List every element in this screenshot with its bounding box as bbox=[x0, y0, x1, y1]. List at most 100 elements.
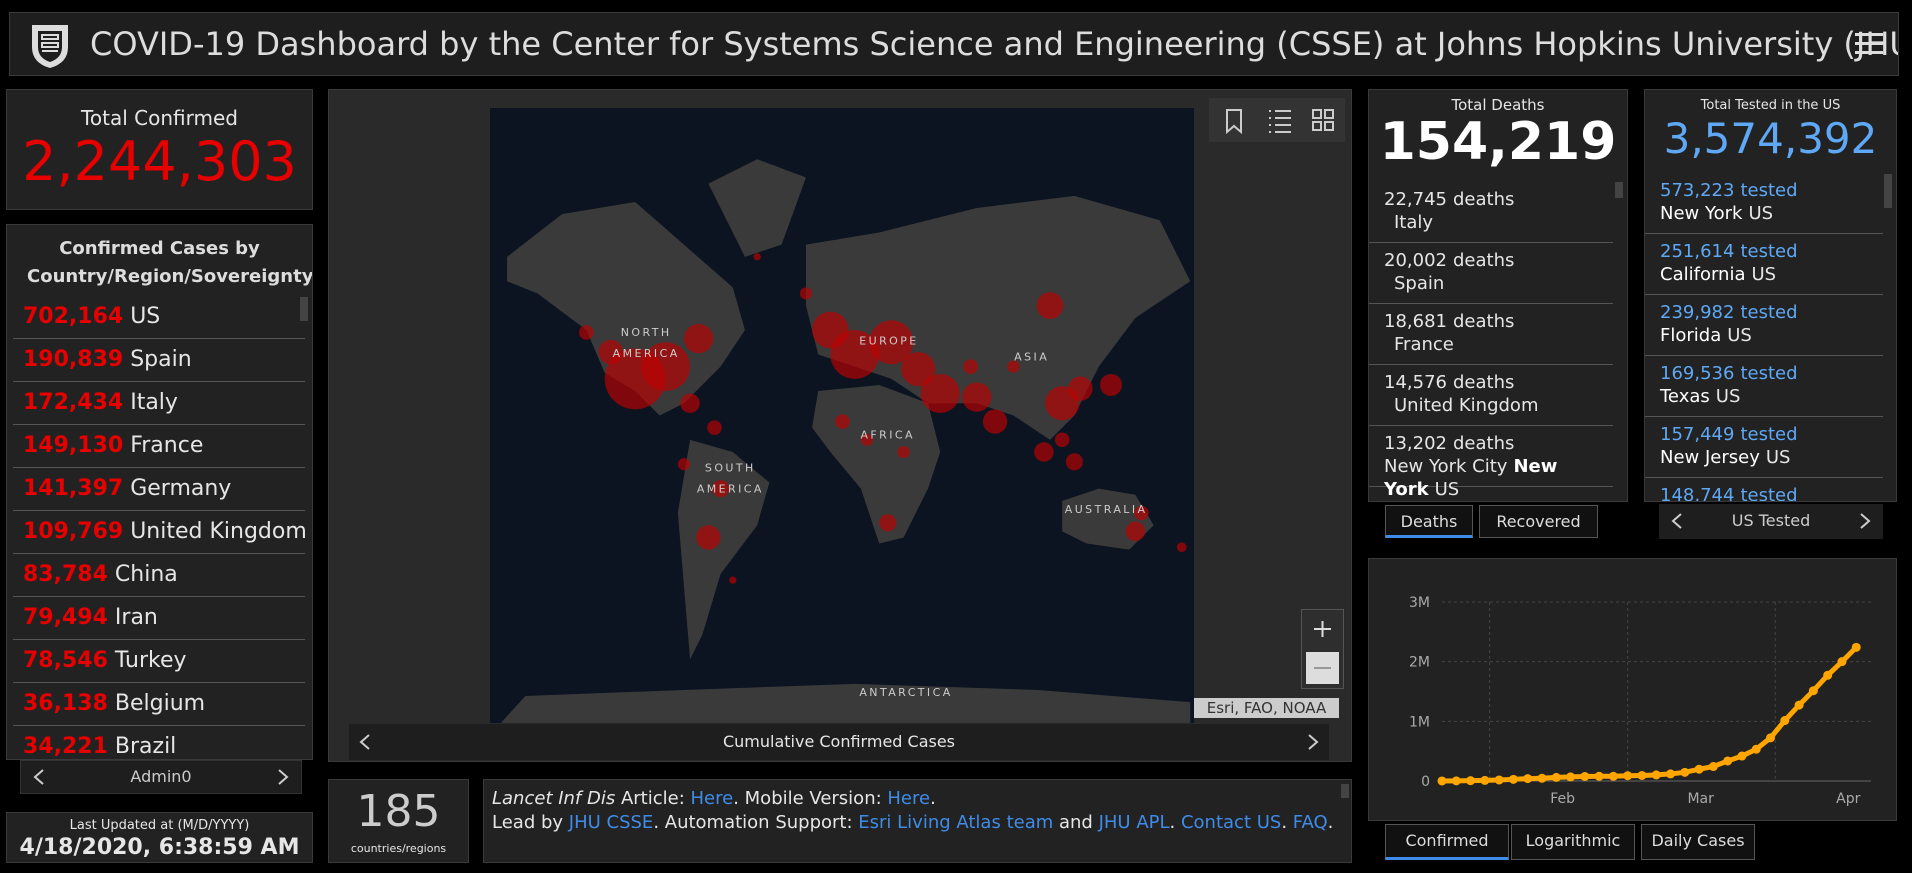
scrollbar bbox=[1615, 182, 1623, 198]
prev[interactable] bbox=[33, 769, 45, 785]
unit: tested bbox=[1740, 363, 1798, 384]
tested-count: 239,982 tested bbox=[1660, 301, 1883, 324]
rows: 22,745 deaths Italy 20,002 deaths Spain 18,681… bbox=[1369, 182, 1613, 501]
next[interactable] bbox=[1859, 513, 1871, 529]
death-count: 20,002 deaths bbox=[1384, 249, 1613, 272]
attribution: Esri, FAO, NOAA bbox=[1194, 698, 1339, 718]
state: New York bbox=[1660, 203, 1743, 224]
prev[interactable] bbox=[1671, 513, 1683, 529]
tested-count: 573,223 tested bbox=[1660, 179, 1883, 202]
tab[interactable]: Confirmed bbox=[1385, 824, 1509, 860]
link[interactable]: Esri Living Atlas team bbox=[858, 812, 1054, 833]
unit: deaths bbox=[1452, 189, 1515, 210]
country: Iran bbox=[114, 605, 158, 630]
tested-panel: Total Tested in the US 3,574,392 573,223… bbox=[1644, 89, 1897, 502]
tab[interactable]: Recovered bbox=[1479, 505, 1598, 538]
link[interactable]: Here bbox=[887, 788, 931, 809]
death-row: 20,002 deaths Spain bbox=[1369, 243, 1613, 304]
zoom-buttons[interactable] bbox=[1302, 610, 1343, 688]
place-part: New York bbox=[1384, 456, 1558, 500]
point bbox=[1751, 744, 1761, 754]
country-row: 172,434 Italy bbox=[13, 382, 305, 425]
value: 154,219 bbox=[1379, 112, 1617, 172]
point bbox=[1837, 657, 1847, 667]
menu-button[interactable] bbox=[1855, 31, 1883, 57]
caption-bar: Cumulative Confirmed Cases bbox=[349, 724, 1329, 760]
link[interactable]: JHU APL bbox=[1098, 812, 1170, 833]
point bbox=[1623, 771, 1633, 781]
text: Lead by bbox=[492, 812, 569, 833]
tested-row: 157,449 tested New Jersey US bbox=[1645, 417, 1883, 478]
text: . Automation Support: bbox=[653, 812, 859, 833]
value: 2,244,303 bbox=[22, 130, 297, 193]
state: New Jersey bbox=[1660, 447, 1760, 468]
link[interactable]: Contact US bbox=[1180, 812, 1282, 833]
point bbox=[1708, 762, 1718, 772]
point bbox=[1494, 775, 1504, 785]
point bbox=[1480, 775, 1490, 785]
text: Lancet Inf Dis bbox=[492, 788, 616, 809]
point bbox=[1651, 770, 1661, 780]
death-row: 13,202 deaths New York City New York US bbox=[1369, 426, 1613, 500]
place: Italy bbox=[1384, 211, 1613, 234]
point bbox=[1780, 716, 1790, 726]
point bbox=[1851, 642, 1861, 652]
tested-row: 148,744 tested bbox=[1645, 478, 1883, 501]
tab[interactable]: Deaths bbox=[1385, 505, 1473, 538]
info-line: Lead by JHU CSSE. Automation Support: Es… bbox=[492, 812, 1333, 833]
tested-count: 148,744 tested bbox=[1660, 484, 1883, 501]
country: United Kingdom bbox=[130, 519, 305, 544]
next[interactable] bbox=[277, 769, 289, 785]
tested-count: 251,614 tested bbox=[1660, 240, 1883, 263]
tool-icons[interactable] bbox=[1209, 98, 1345, 142]
state: Texas bbox=[1660, 386, 1710, 407]
point bbox=[1551, 772, 1561, 782]
case-count: 34,221 bbox=[23, 734, 108, 756]
point bbox=[1594, 771, 1604, 781]
chart-panel: 0 1M 2M 3M Feb Mar Apr bbox=[1368, 558, 1897, 821]
next[interactable] bbox=[1307, 734, 1319, 750]
state: Florida bbox=[1660, 325, 1722, 346]
count: 239,982 bbox=[1660, 302, 1735, 323]
link[interactable]: Here bbox=[690, 788, 734, 809]
caption: Cumulative Confirmed Cases bbox=[722, 732, 956, 751]
label: countries/regions bbox=[350, 842, 447, 855]
text: . bbox=[1327, 812, 1334, 833]
country: Turkey bbox=[114, 648, 187, 673]
map-tools bbox=[1209, 98, 1345, 142]
point bbox=[1637, 770, 1647, 780]
tested-count: 157,449 tested bbox=[1660, 423, 1883, 446]
place-part: New York City bbox=[1384, 456, 1508, 477]
death-row: 22,745 deaths Italy bbox=[1369, 182, 1613, 243]
point bbox=[1737, 751, 1747, 761]
map-label: ANTARCTICA bbox=[859, 686, 952, 699]
tested-row: 573,223 tested New York US bbox=[1645, 173, 1883, 234]
map[interactable]: NORTH AMERICA EUROPE ASIA AFRICA SOUTH AMERICA… bbox=[490, 108, 1194, 723]
map-label: AMERICA bbox=[697, 482, 764, 495]
text: . bbox=[1169, 812, 1181, 833]
case-count: 149,130 bbox=[23, 433, 124, 458]
death-row: 18,681 deaths France bbox=[1369, 304, 1613, 365]
state: California bbox=[1660, 264, 1746, 285]
country-row: 78,546 Turkey bbox=[13, 640, 305, 683]
link[interactable]: JHU CSSE bbox=[568, 812, 654, 833]
point bbox=[1808, 686, 1818, 696]
title: Total Tested in the US bbox=[1700, 98, 1841, 113]
tab[interactable]: Daily Cases bbox=[1641, 824, 1755, 860]
y-tick-label: 3M bbox=[1409, 595, 1430, 611]
country: US bbox=[1715, 386, 1741, 407]
map-label: AUSTRALIA bbox=[1065, 503, 1148, 516]
case-count: 36,138 bbox=[23, 691, 108, 716]
place: New York US bbox=[1660, 202, 1883, 225]
country: US bbox=[1748, 203, 1774, 224]
rows: 702,164 US 190,839 Spain 172,434 Italy 149,130… bbox=[13, 296, 305, 756]
country: Belgium bbox=[114, 691, 206, 716]
title: COVID-19 Dashboard by the Center for Sys… bbox=[90, 25, 1899, 63]
tab[interactable]: Logarithmic bbox=[1511, 824, 1635, 860]
country-row: 109,769 United Kingdom bbox=[13, 511, 305, 554]
map-label: AFRICA bbox=[860, 429, 914, 442]
link[interactable]: FAQ bbox=[1292, 812, 1328, 833]
prev[interactable] bbox=[359, 734, 371, 750]
country-row: 34,221 Brazil bbox=[13, 726, 305, 756]
